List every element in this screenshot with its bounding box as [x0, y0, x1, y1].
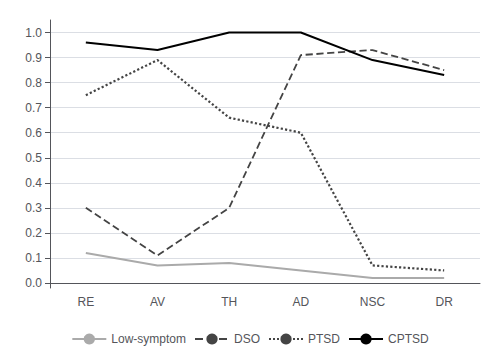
svg-text:0.1: 0.1 [25, 251, 42, 265]
svg-text:0.9: 0.9 [25, 51, 42, 65]
svg-text:0.4: 0.4 [25, 176, 42, 190]
svg-text:0.7: 0.7 [25, 101, 42, 115]
svg-text:DR: DR [435, 295, 453, 309]
svg-text:NSC: NSC [360, 295, 386, 309]
svg-text:0.2: 0.2 [25, 226, 42, 240]
svg-text:TH: TH [221, 295, 237, 309]
svg-text:Low-symptom: Low-symptom [111, 332, 186, 346]
svg-text:PTSD: PTSD [308, 332, 340, 346]
svg-text:0.0: 0.0 [25, 276, 42, 290]
svg-text:0.3: 0.3 [25, 201, 42, 215]
svg-text:0.5: 0.5 [25, 151, 42, 165]
svg-text:RE: RE [77, 295, 94, 309]
svg-text:CPTSD: CPTSD [388, 332, 429, 346]
svg-text:0.6: 0.6 [25, 126, 42, 140]
svg-text:DSO: DSO [234, 332, 260, 346]
svg-text:AD: AD [292, 295, 309, 309]
svg-text:AV: AV [150, 295, 165, 309]
svg-text:1.0: 1.0 [25, 26, 42, 40]
svg-text:0.8: 0.8 [25, 76, 42, 90]
